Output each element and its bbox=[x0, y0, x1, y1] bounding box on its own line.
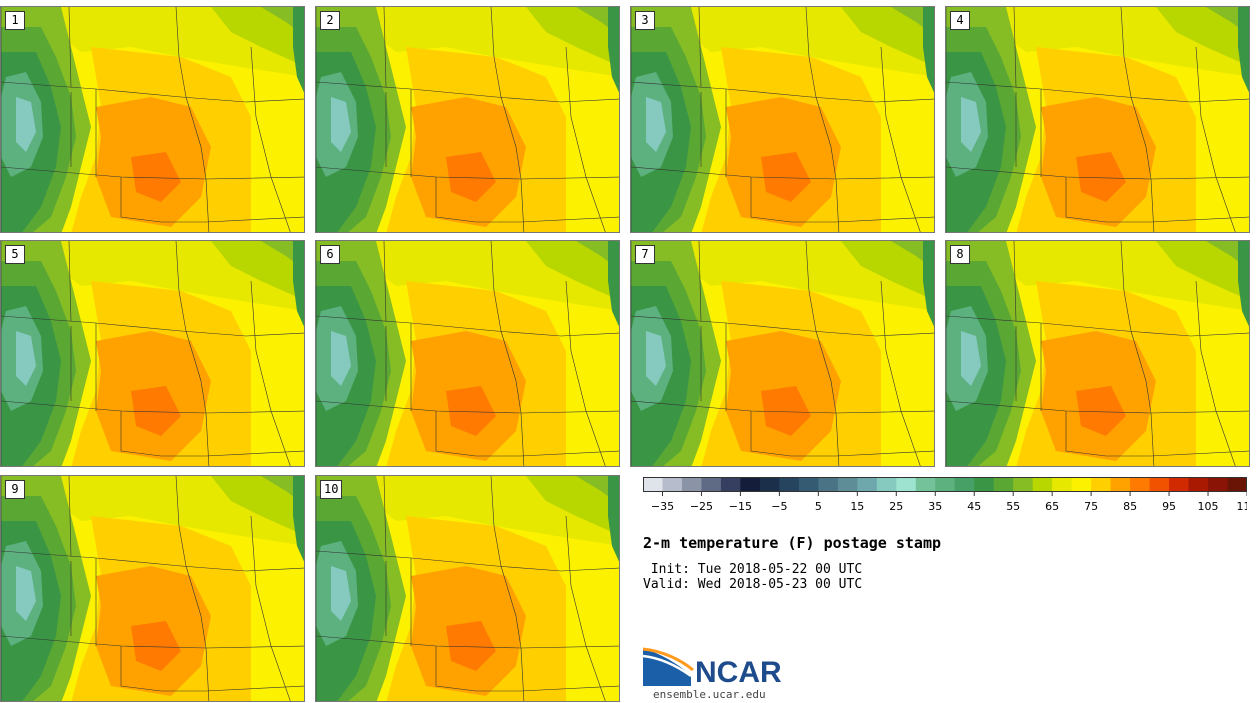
colorbar-tick-label: 65 bbox=[1045, 500, 1059, 513]
ensemble-member-panel: 3 bbox=[630, 6, 935, 233]
colorbar-swatch bbox=[798, 477, 819, 492]
ensemble-member-panel: 2 bbox=[315, 6, 620, 233]
colorbar-swatch bbox=[643, 477, 663, 492]
colorbar-tick-label: 95 bbox=[1162, 500, 1176, 513]
init-time: Init: Tue 2018-05-22 00 UTC bbox=[643, 562, 863, 577]
colorbar-tick-label: 115 bbox=[1237, 500, 1248, 513]
colorbar-swatch bbox=[1091, 477, 1112, 492]
colorbar-swatch bbox=[1208, 477, 1229, 492]
colorbar-swatch bbox=[876, 477, 897, 492]
colorbar-swatch bbox=[1130, 477, 1151, 492]
temperature-map bbox=[316, 476, 619, 701]
ensemble-member-panel: 6 bbox=[315, 240, 620, 467]
colorbar-swatch bbox=[720, 477, 741, 492]
temperature-map bbox=[946, 7, 1249, 232]
colorbar-swatch bbox=[779, 477, 800, 492]
member-number-label: 1 bbox=[5, 11, 25, 30]
ncar-logo-text: NCAR bbox=[695, 656, 782, 688]
temperature-map bbox=[316, 7, 619, 232]
member-number-label: 5 bbox=[5, 245, 25, 264]
member-number-label: 9 bbox=[5, 480, 25, 499]
ensemble-member-panel: 5 bbox=[0, 240, 305, 467]
colorbar-swatch bbox=[759, 477, 780, 492]
colorbar-swatch bbox=[740, 477, 761, 492]
logo-url: ensemble.ucar.edu bbox=[653, 688, 766, 701]
colorbar-tick-label: 85 bbox=[1123, 500, 1137, 513]
ncar-logo: NCAR bbox=[643, 647, 782, 688]
member-number-label: 8 bbox=[950, 245, 970, 264]
colorbar-swatch bbox=[857, 477, 878, 492]
colorbar-swatch bbox=[681, 477, 702, 492]
colorbar-swatch bbox=[1071, 477, 1092, 492]
colorbar-tick-label: 45 bbox=[967, 500, 981, 513]
ensemble-member-panel: 10 bbox=[315, 475, 620, 702]
member-number-label: 7 bbox=[635, 245, 655, 264]
ensemble-member-panel: 9 bbox=[0, 475, 305, 702]
colorbar-swatch bbox=[1013, 477, 1034, 492]
colorbar-tick-label: −15 bbox=[729, 500, 752, 513]
colorbar-swatch bbox=[1149, 477, 1170, 492]
colorbar-swatch bbox=[818, 477, 839, 492]
colorbar-swatch bbox=[954, 477, 975, 492]
colorbar-swatch bbox=[1052, 477, 1073, 492]
colorbar-tick-label: 75 bbox=[1084, 500, 1098, 513]
colorbar-swatch bbox=[1032, 477, 1053, 492]
colorbar-tick-label: −25 bbox=[690, 500, 713, 513]
colorbar-swatch bbox=[915, 477, 936, 492]
valid-time: Valid: Wed 2018-05-23 00 UTC bbox=[643, 577, 863, 592]
temperature-map bbox=[946, 241, 1249, 466]
temperature-map bbox=[316, 241, 619, 466]
temperature-map bbox=[631, 241, 934, 466]
colorbar-swatch bbox=[974, 477, 995, 492]
member-number-label: 4 bbox=[950, 11, 970, 30]
ensemble-member-panel: 7 bbox=[630, 240, 935, 467]
colorbar-tick-label: 35 bbox=[928, 500, 942, 513]
colorbar-swatch bbox=[993, 477, 1014, 492]
ensemble-member-panel: 8 bbox=[945, 240, 1250, 467]
colorbar-swatch bbox=[896, 477, 917, 492]
colorbar-tick-label: −35 bbox=[651, 500, 674, 513]
colorbar-tick-label: 5 bbox=[815, 500, 822, 513]
colorbar-swatch bbox=[935, 477, 956, 492]
temperature-map bbox=[1, 7, 304, 232]
colorbar-tick-label: 15 bbox=[850, 500, 864, 513]
colorbar-swatch bbox=[1169, 477, 1190, 492]
temperature-map bbox=[1, 476, 304, 701]
member-number-label: 2 bbox=[320, 11, 340, 30]
member-number-label: 6 bbox=[320, 245, 340, 264]
colorbar-tick-label: 105 bbox=[1198, 500, 1219, 513]
member-number-label: 10 bbox=[320, 480, 343, 499]
colorbar-tick-label: 55 bbox=[1006, 500, 1020, 513]
temperature-map bbox=[1, 241, 304, 466]
ensemble-member-panel: 1 bbox=[0, 6, 305, 233]
ensemble-member-panel: 4 bbox=[945, 6, 1250, 233]
temperature-map bbox=[631, 7, 934, 232]
colorbar-swatch bbox=[1227, 477, 1247, 492]
member-number-label: 3 bbox=[635, 11, 655, 30]
colorbar-swatch bbox=[1110, 477, 1131, 492]
chart-title: 2-m temperature (F) postage stamp bbox=[643, 534, 942, 552]
colorbar-tick-label: 25 bbox=[889, 500, 903, 513]
colorbar-swatch bbox=[701, 477, 722, 492]
temperature-colorbar: −35 −25 −15 −5 5 15 25 35 45 55 65 75 85 95 105 115 bbox=[643, 477, 1248, 513]
colorbar-swatch bbox=[837, 477, 858, 492]
colorbar-tick-label: −5 bbox=[771, 500, 787, 513]
colorbar-swatch bbox=[1188, 477, 1209, 492]
colorbar-swatch bbox=[662, 477, 683, 492]
